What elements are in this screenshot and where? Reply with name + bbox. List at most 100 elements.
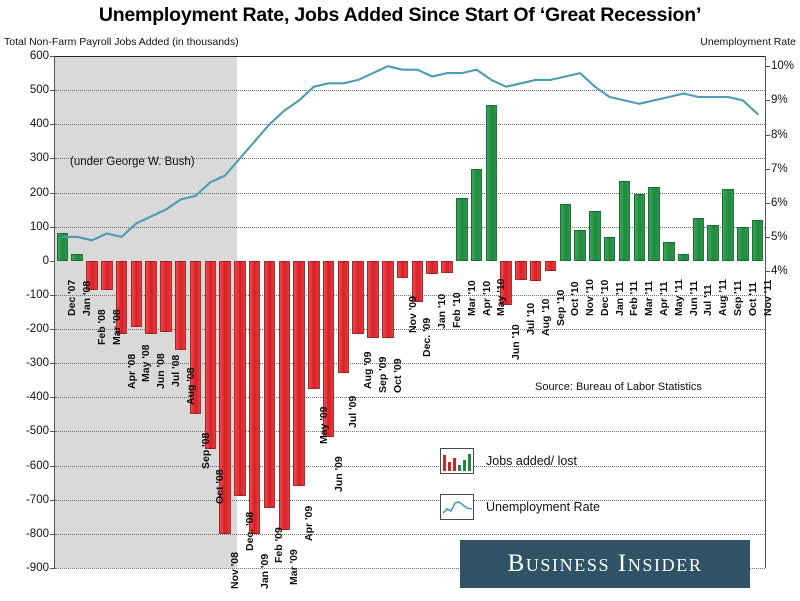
left-axis-title: Total Non-Farm Payroll Jobs Added (in th… <box>4 36 239 48</box>
bar <box>115 260 128 335</box>
x-tick-label: Dec '07 <box>66 279 79 316</box>
right-tick-mark <box>765 66 770 68</box>
left-tick-label: -500 <box>25 425 49 438</box>
x-tick-label: Oct '10 <box>569 281 582 316</box>
source-note: Source: Bureau of Labor Statistics <box>535 381 702 393</box>
chart-plot-area: 600 500 400 300 200 100 0 -100 -200 -300 -400 -500 -… <box>26 50 794 589</box>
left-axis-line <box>54 56 56 568</box>
left-tick-label: 500 <box>29 84 49 97</box>
right-tick-label: 4% <box>771 265 788 278</box>
x-tick-label: May '09 <box>317 406 330 444</box>
x-tick-label: Jul '11 <box>702 284 715 316</box>
x-tick-label: Jan '08 <box>81 280 94 316</box>
left-tick-mark <box>50 226 55 228</box>
bar <box>396 260 409 278</box>
x-tick-label: Jul '10 <box>524 302 537 335</box>
x-tick-label: Feb '08 <box>95 309 108 345</box>
chart-legend: Jobs added/ lost Unemployment Rate <box>440 448 600 540</box>
gridline <box>55 363 765 365</box>
bar <box>707 224 719 261</box>
bar <box>174 260 187 350</box>
left-tick-label: -600 <box>25 459 49 472</box>
x-tick-label: Jan '09 <box>258 553 271 589</box>
x-tick-label: Sep '11 <box>732 280 745 316</box>
x-tick-label: Oct '11 <box>746 281 759 316</box>
bar <box>219 260 231 534</box>
gridline <box>55 533 765 535</box>
line-chart-icon <box>440 494 474 520</box>
gridline <box>55 431 765 433</box>
bar <box>337 260 350 374</box>
bar <box>367 260 379 338</box>
bar <box>352 260 364 335</box>
x-tick-label: Apr '10 <box>480 280 493 316</box>
gridline <box>55 192 765 194</box>
left-tick-label: 100 <box>29 220 49 233</box>
bar <box>751 219 764 261</box>
left-tick-label: -800 <box>25 527 49 540</box>
bar <box>663 242 675 261</box>
x-tick-label: Oct '09 <box>391 357 404 393</box>
line-glyph <box>441 501 472 514</box>
bar <box>382 260 394 338</box>
left-tick-mark <box>50 260 55 262</box>
gridline <box>55 465 765 467</box>
x-tick-label: Aug '11 <box>717 278 730 316</box>
left-tick-mark <box>50 56 55 57</box>
page-title: Unemployment Rate, Jobs Added Since Star… <box>98 4 702 26</box>
legend-item-jobs: Jobs added/ lost <box>440 448 600 474</box>
bar <box>500 260 512 306</box>
x-tick-label: Mar '10 <box>465 280 478 316</box>
bar <box>278 260 291 531</box>
bar <box>470 168 483 261</box>
left-tick-label: -300 <box>25 357 49 370</box>
bar <box>101 260 113 290</box>
bar <box>677 253 690 261</box>
left-tick-label: -400 <box>25 391 49 404</box>
x-tick-label: Feb '11 <box>628 280 641 316</box>
bar-chart-icon <box>440 448 474 474</box>
x-tick-label: Apr '08 <box>125 353 138 390</box>
bar <box>234 260 246 497</box>
gridline <box>55 124 765 126</box>
left-tick-label: 400 <box>29 118 49 131</box>
bar <box>263 260 276 509</box>
left-tick-label: 300 <box>29 152 49 165</box>
x-tick-label: Jun '08 <box>155 353 168 390</box>
x-tick-label: Jul '08 <box>169 355 182 388</box>
gridline <box>55 499 765 501</box>
left-tick-mark <box>50 431 55 433</box>
x-tick-label: Nov '08 <box>229 551 242 589</box>
left-tick-mark <box>50 329 55 331</box>
x-tick-label: Jun '10 <box>510 324 523 361</box>
x-tick-label: Mar '09 <box>288 549 301 586</box>
bar <box>722 189 734 261</box>
gridline <box>55 568 765 569</box>
x-tick-label: Apr '11 <box>658 281 671 316</box>
x-tick-label: Jul '09 <box>347 396 360 429</box>
x-tick-label: Dec. '09 <box>421 317 434 357</box>
bar <box>648 187 660 261</box>
right-tick-mark <box>765 271 770 273</box>
right-tick-mark <box>765 168 770 170</box>
legend-label-unemployment: Unemployment Rate <box>486 500 600 514</box>
x-tick-label: Nov '10 <box>584 278 597 316</box>
x-tick-label: May '11 <box>672 278 685 316</box>
bar <box>618 180 631 261</box>
bar <box>589 211 601 261</box>
right-tick-label: 7% <box>771 162 788 175</box>
gridline <box>55 397 765 399</box>
x-tick-label: Jun '11 <box>687 280 700 316</box>
bar <box>71 253 83 261</box>
legend-item-unemployment: Unemployment Rate <box>440 494 600 520</box>
bar <box>130 260 143 328</box>
x-tick-label: Oct '08 <box>214 468 227 504</box>
left-tick-mark <box>50 124 55 126</box>
business-insider-logo: Business Insider <box>460 540 750 588</box>
zero-baseline <box>55 56 765 58</box>
x-tick-label: Aug '10 <box>539 298 552 337</box>
bar <box>322 260 335 437</box>
right-axis-title: Unemployment Rate <box>700 36 796 48</box>
x-tick-label: Sep '09 <box>377 356 390 393</box>
x-tick-label: Apr '09 <box>303 505 316 542</box>
